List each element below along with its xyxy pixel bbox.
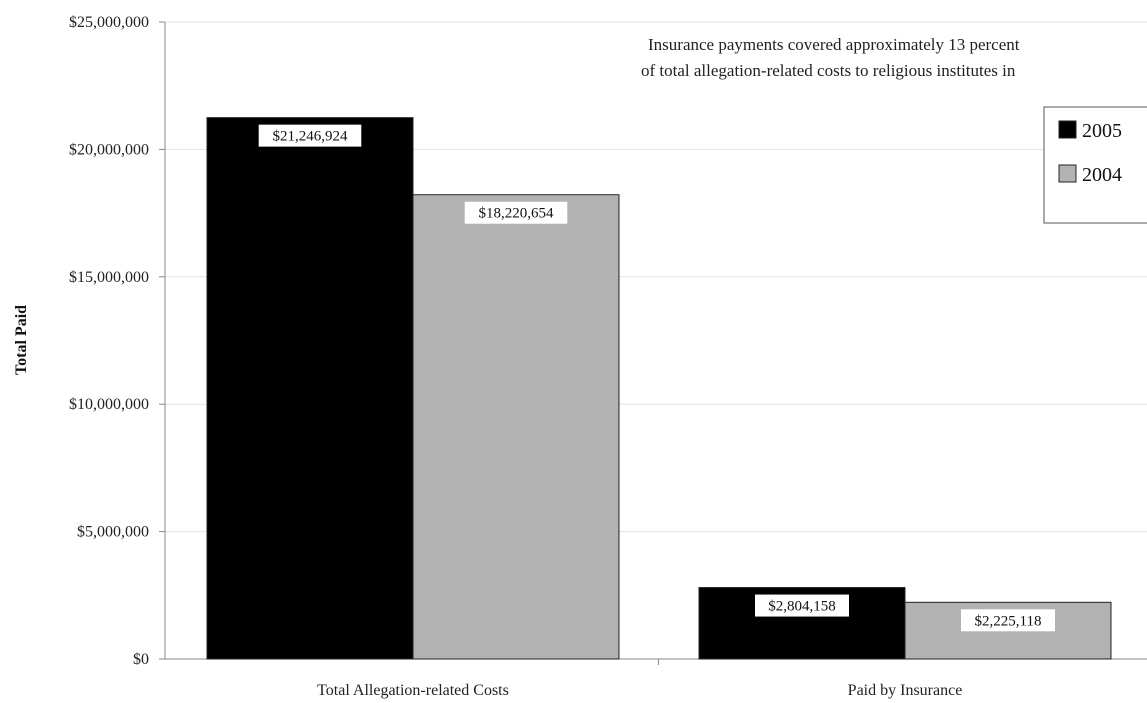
y-axis-title: Total Paid <box>13 305 30 375</box>
data-label-background <box>464 201 568 224</box>
data-label: $2,804,158 <box>755 594 849 617</box>
legend-label-2004: 2004 <box>1082 164 1122 186</box>
y-tick-label: $15,000,000 <box>69 269 149 286</box>
data-label: $18,220,654 <box>464 201 568 224</box>
legend-swatch-2005 <box>1058 120 1077 139</box>
data-label: $21,246,924 <box>258 124 362 147</box>
bar-2004 <box>412 194 620 660</box>
category-labels: Total Allegation-related Costs Paid by In… <box>317 659 962 699</box>
x-category-label: Paid by Insurance <box>848 682 963 699</box>
bar-2005 <box>206 117 414 660</box>
y-tick-label: $0 <box>133 651 149 668</box>
data-label: $2,225,118 <box>961 609 1055 632</box>
y-tick-label: $5,000,000 <box>77 524 149 541</box>
y-tick-label: $20,000,000 <box>69 141 149 158</box>
y-tick-label: $25,000,000 <box>69 14 149 31</box>
data-label-background <box>755 594 849 617</box>
data-labels: $21,246,924 $18,220,654 $2,804,158 $2,225,1… <box>258 124 1055 632</box>
y-ticks: $0 $5,000,000 $10,000,000 $15,000,000 $20,00… <box>69 14 165 668</box>
y-tick-label: $10,000,000 <box>69 396 149 413</box>
data-label-text: $18,220,654 <box>479 206 555 222</box>
data-label-background <box>258 124 362 147</box>
data-label-text: $2,225,118 <box>975 613 1042 629</box>
data-label-background <box>961 609 1055 632</box>
annotation-line-2: of total allegation-related costs to rel… <box>641 61 1016 80</box>
legend: 2005 2004 <box>1043 106 1147 224</box>
data-label-text: $21,246,924 <box>273 129 349 145</box>
legend-swatch-2004 <box>1058 164 1077 183</box>
legend-label-2005: 2005 <box>1082 120 1122 142</box>
bars <box>206 117 1112 660</box>
data-label-text: $2,804,158 <box>768 599 836 615</box>
annotation-line-1: Insurance payments covered approximately… <box>648 35 1020 54</box>
x-category-label: Total Allegation-related Costs <box>317 682 509 699</box>
